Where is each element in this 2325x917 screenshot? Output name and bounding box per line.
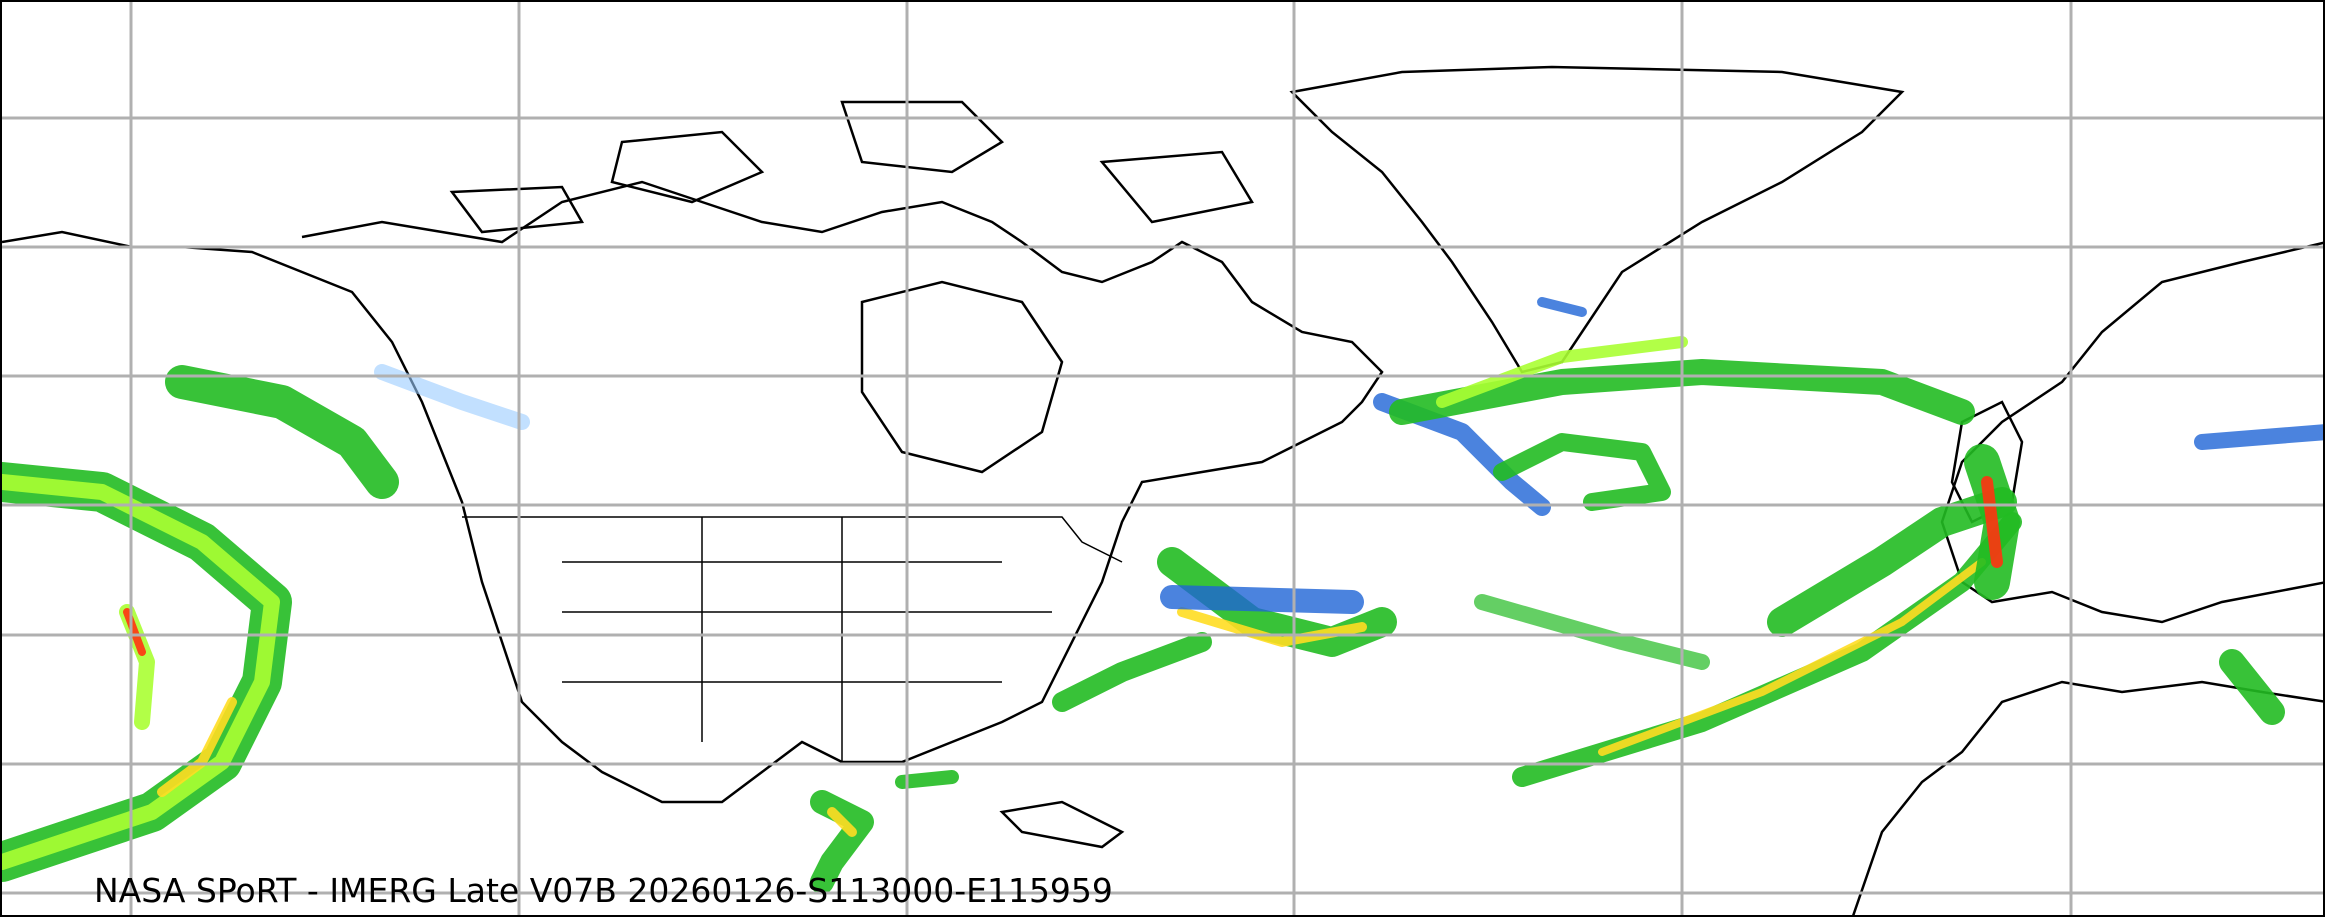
precip-band [2194,424,2323,450]
precip-band [1767,487,2017,637]
precip-band [827,807,857,837]
precip-band [1436,336,1688,408]
precip-band [1177,607,1367,647]
map-caption: NASA SPoRT - IMERG Late V07B 20260126-S1… [94,871,1113,910]
precip-band [1537,297,1587,317]
precip-band [157,697,237,797]
precip-band [2219,649,2285,725]
precip-band [810,790,874,894]
precip-band [2,474,280,870]
greenland-coast [1289,65,1905,374]
precip-band [1493,433,1671,511]
arctic-islands [449,100,1254,234]
precip-band [165,365,399,499]
precipitation-field [2,297,2323,894]
precip-band [374,364,530,430]
precip-band [1981,476,2003,568]
north-america-coast [2,180,1384,804]
precip-band [2,462,292,882]
cuba-caribbean [999,800,1125,849]
precip-band [1512,512,2022,787]
africa-coast [1852,680,2323,915]
us-border [462,516,1123,762]
precip-band [1389,359,1975,425]
coastlines [2,65,2323,915]
precip-band [1052,632,1212,712]
precip-band [1160,585,1364,614]
precip-band [895,770,959,789]
hudson-bay [860,280,1064,474]
precip-band [1474,594,1710,670]
